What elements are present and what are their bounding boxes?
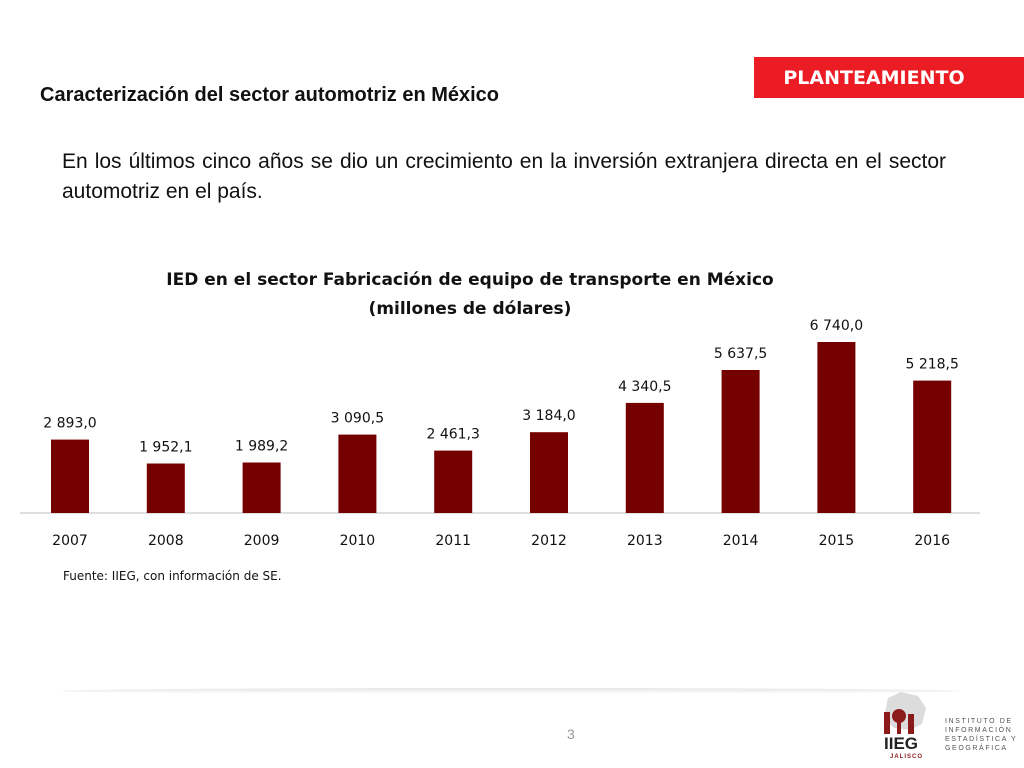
data-label-2016: 5 218,5 [905,357,958,373]
logo-caption-line: ESTADÍSTICA Y [945,736,1018,743]
page-heading: Caracterización del sector automotriz en… [40,84,500,106]
x-tick-2007: 2007 [52,533,88,549]
logo-wordmark: IIEG [884,734,918,753]
data-label-2010: 3 090,5 [331,411,384,427]
bar-2010 [338,434,377,513]
section-badge: PLANTEAMIENTO [754,57,1024,98]
jalisco-map-icon [884,692,926,730]
bar-2013 [625,402,664,513]
intro-paragraph: En los últimos cinco años se dio un crec… [62,150,946,203]
data-label-2008: 1 952,1 [139,440,192,456]
data-label-2007: 2 893,0 [43,416,96,432]
bar-2009 [242,462,281,513]
data-label-2013: 4 340,5 [618,379,671,395]
x-tick-2011: 2011 [435,533,471,549]
data-label-2009: 1 989,2 [235,439,288,455]
bar-2007 [51,439,89,513]
logo-caption-line: INFORMACIÓN [945,727,1013,734]
data-label-2011: 2 461,3 [426,427,479,443]
chart-title: IED en el sector Fabricación de equipo d… [166,270,774,290]
x-tick-2009: 2009 [244,533,280,549]
chart-title-block: IED en el sector Fabricación de equipo d… [120,266,820,324]
x-tick-2012: 2012 [531,533,567,549]
iieg-logo: IIEG JALISCO [884,692,926,760]
bar-2011 [434,450,473,513]
bar-2012 [530,432,568,513]
source-note: Fuente: IIEG, con información de SE. [63,569,282,583]
chart-subtitle: (millones de dólares) [368,299,572,319]
data-label-2014: 5 637,5 [714,346,767,362]
x-tick-2015: 2015 [819,533,855,549]
page-number: 3 [567,726,575,742]
x-tick-2010: 2010 [340,533,376,549]
bar-2015 [817,342,856,513]
data-label-2012: 3 184,0 [522,408,575,424]
footer-divider [60,688,960,694]
x-tick-2014: 2014 [723,533,759,549]
bar-2016 [913,380,952,513]
logo-caption: INSTITUTO DE INFORMACIÓN ESTADÍSTICA Y G… [945,717,1024,753]
x-tick-2008: 2008 [148,533,184,549]
logo-caption-line: INSTITUTO DE [945,718,1013,725]
bar-2014 [721,370,760,513]
bar-2008 [146,463,185,513]
data-label-2015: 6 740,0 [810,318,863,334]
logo-caption-line: GEOGRÁFICA [945,745,1008,752]
x-tick-2016: 2016 [914,533,950,549]
logo-subtext: JALISCO [890,754,923,760]
x-tick-2013: 2013 [627,533,663,549]
